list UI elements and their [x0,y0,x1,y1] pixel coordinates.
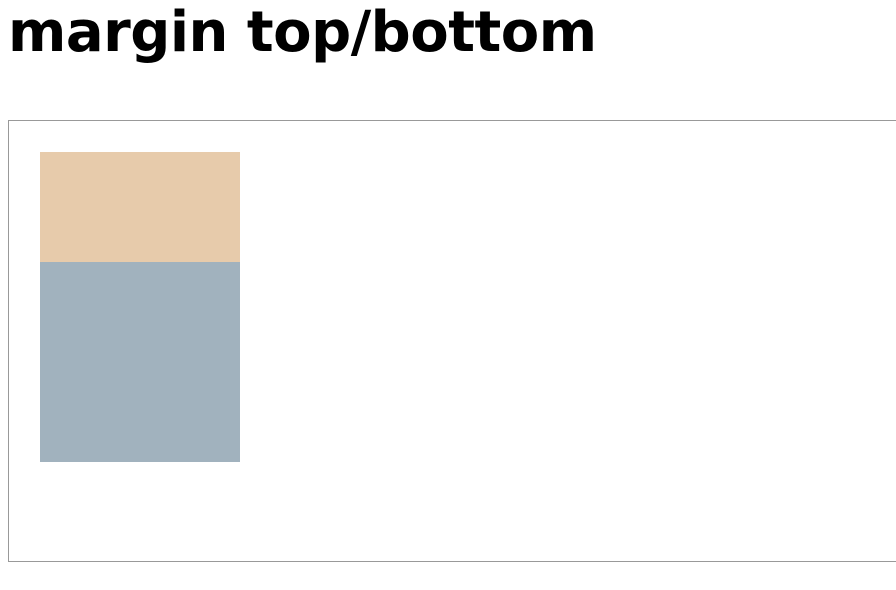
demo-container [8,120,896,562]
bottom-box [40,262,240,462]
page-title: margin top/bottom [8,0,597,65]
top-box [40,152,240,262]
